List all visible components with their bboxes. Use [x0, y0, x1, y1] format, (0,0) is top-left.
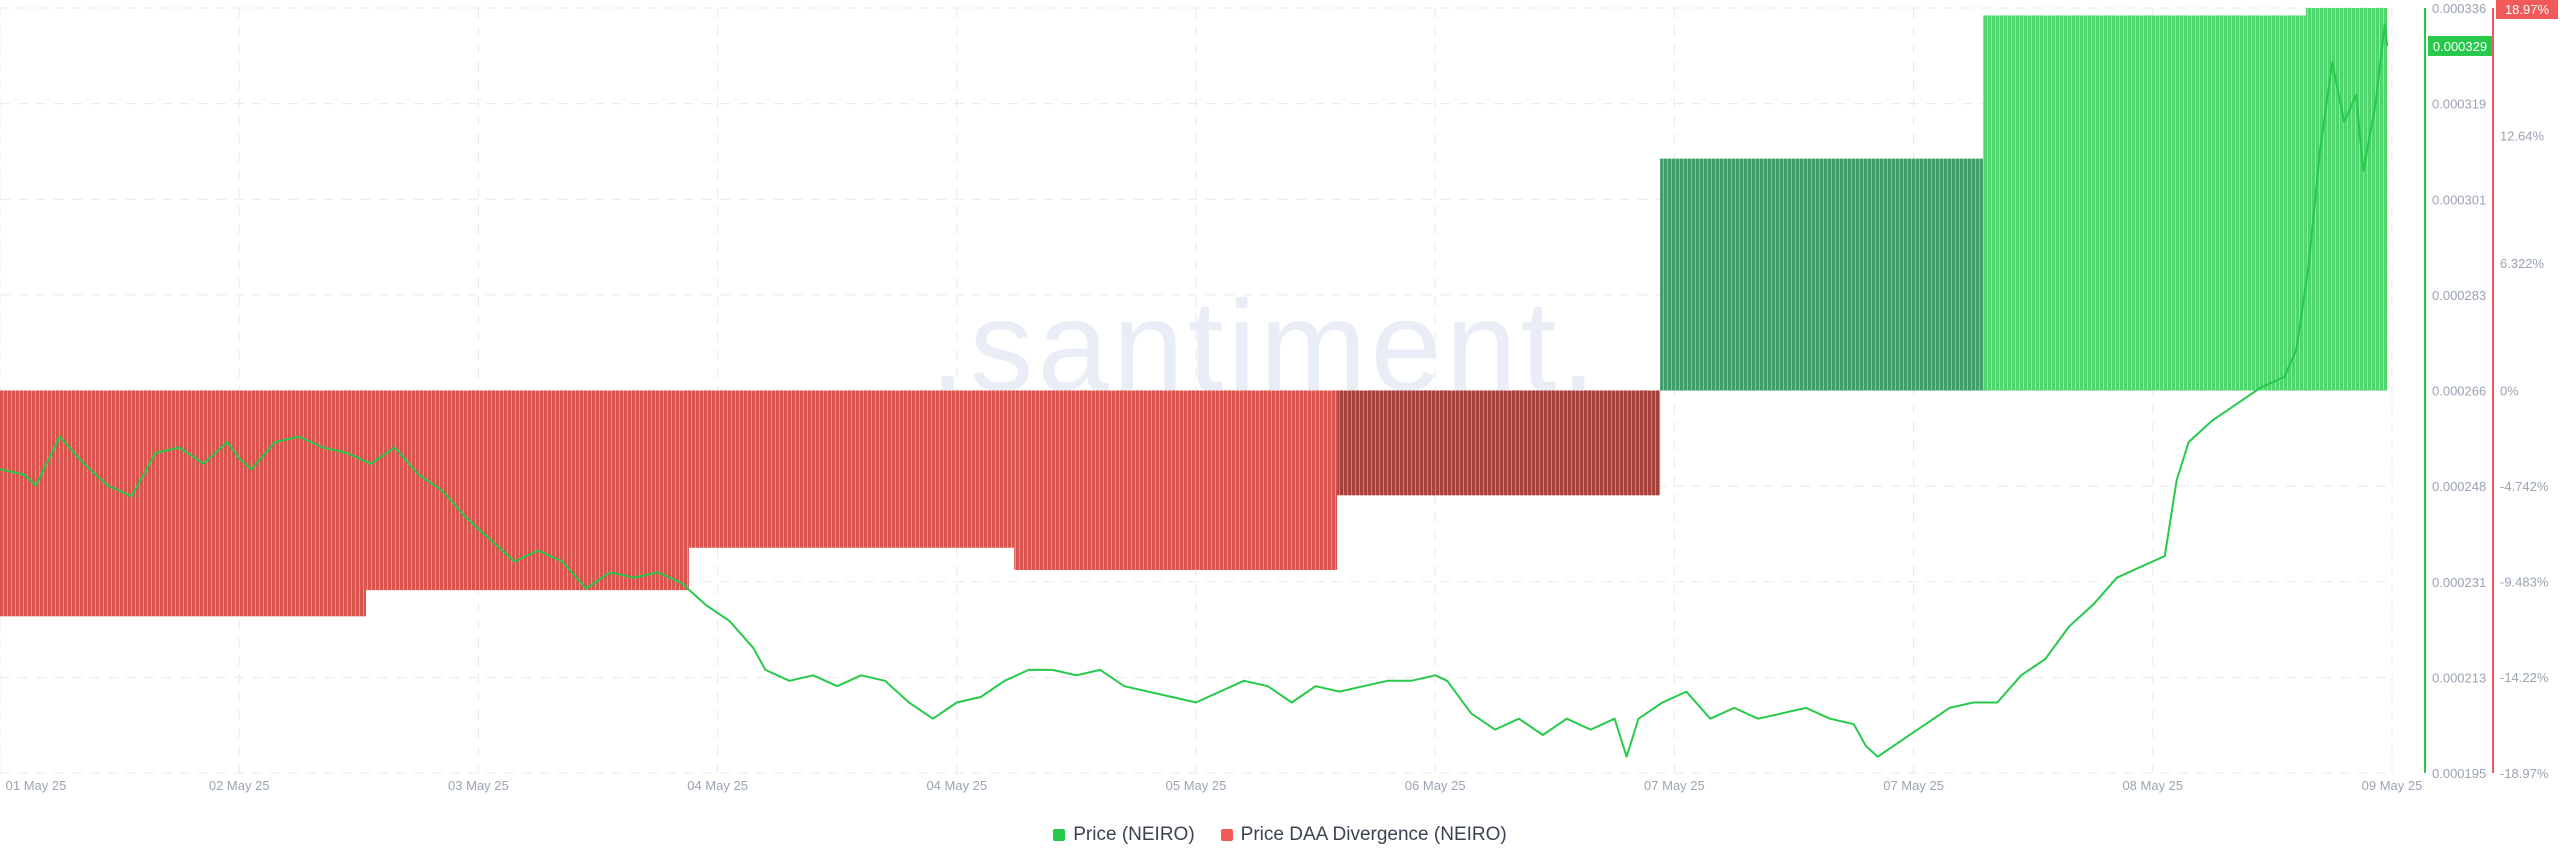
price-line-group [0, 23, 2389, 758]
current-divergence-badge [2496, 0, 2558, 19]
divergence-axis-tick-label: -18.97% [2500, 766, 2549, 781]
price-axis-tick-label: 0.000319 [2432, 97, 2486, 112]
divergence-bars [0, 8, 2388, 617]
legend-swatch-divergence [1220, 829, 1233, 841]
divergence-axis-tick-label: -9.483% [2500, 575, 2549, 590]
legend-item-divergence[interactable]: Price DAA Divergence (NEIRO) [1220, 824, 1507, 846]
divergence-bar [1982, 15, 2306, 391]
divergence-bar [1014, 390, 1338, 570]
price-axis-tick-label: 0.000266 [2432, 384, 2486, 399]
divergence-bar [0, 390, 366, 617]
price-axis-tick-label: 0.000283 [2432, 288, 2486, 303]
axes: 0.000336 0.000319 0.000301 0.000283 0.000266… [6, 0, 2558, 793]
x-axis-tick-label: 09 May 25 [2362, 778, 2423, 793]
price-axis-tick-label: 0.000301 [2432, 192, 2486, 207]
price-axis-tick-label: 0.000195 [2432, 766, 2486, 781]
x-axis-tick-label: 01 May 25 [6, 778, 67, 793]
x-axis-tick-label: 04 May 25 [926, 778, 987, 793]
x-axis-tick-label: 02 May 25 [209, 778, 270, 793]
legend-label-price: Price (NEIRO) [1073, 824, 1195, 845]
x-axis-tick-label: 07 May 25 [1644, 778, 1705, 793]
current-divergence-label: 18.97% [2505, 2, 2550, 17]
price-axis-tick-label: 0.000213 [2432, 670, 2486, 685]
price-axis-tick-label: 0.000231 [2432, 575, 2486, 590]
divergence-axis-tick-label: -4.742% [2500, 479, 2549, 494]
current-price-label: 0.000329 [2433, 39, 2487, 54]
x-axis-tick-label: 06 May 25 [1405, 778, 1466, 793]
divergence-bar [688, 390, 1015, 548]
legend-label-divergence: Price DAA Divergence (NEIRO) [1240, 824, 1507, 845]
divergence-bar [1660, 158, 1983, 391]
x-axis-tick-label: 08 May 25 [2122, 778, 2183, 793]
legend-item-price[interactable]: Price (NEIRO) [1053, 824, 1195, 846]
legend: Price (NEIRO) Price DAA Divergence (NEIR… [0, 822, 2560, 848]
x-axis-tick-label: 05 May 25 [1166, 778, 1227, 793]
price-axis-tick-label: 0.000248 [2432, 479, 2486, 494]
divergence-bar [1337, 390, 1661, 496]
divergence-bar [2305, 8, 2388, 391]
price-axis-tick-label: 0.000336 [2432, 1, 2486, 16]
legend-swatch-price [1053, 829, 1066, 841]
price-line [0, 23, 2389, 758]
divergence-axis-tick-label: 6.322% [2500, 256, 2545, 271]
x-axis-tick-label: 03 May 25 [448, 778, 509, 793]
divergence-axis-tick-label: 12.64% [2500, 129, 2545, 144]
x-axis-tick-label: 07 May 25 [1883, 778, 1944, 793]
divergence-bar [365, 390, 689, 591]
x-axis-tick-label: 04 May 25 [687, 778, 748, 793]
divergence-axis-tick-label: 0% [2500, 384, 2519, 399]
divergence-axis-tick-label: -14.22% [2500, 670, 2549, 685]
current-price-badge [2428, 35, 2492, 56]
